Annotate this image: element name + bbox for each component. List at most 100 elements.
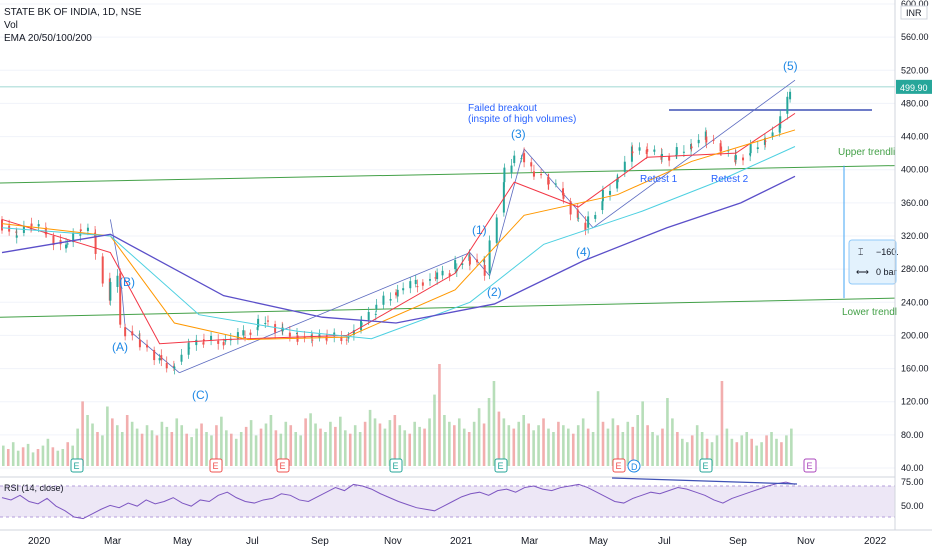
volume-bar <box>339 416 342 466</box>
candle-body <box>454 260 457 270</box>
candle-body <box>414 279 417 285</box>
candle-body <box>160 355 163 361</box>
volume-bar <box>269 415 273 466</box>
candle-body <box>569 201 572 215</box>
upper-trendline <box>0 165 896 184</box>
candle-body <box>345 339 348 341</box>
volume-bar <box>586 428 590 466</box>
rsi-label: RSI (14, close) <box>4 483 64 493</box>
volume-bar <box>497 411 501 466</box>
candle-body <box>554 183 557 185</box>
rsi-tick-50: 50.00 <box>901 501 924 511</box>
price-tick-label: 200.00 <box>901 330 929 340</box>
volume-bar <box>185 433 188 466</box>
volume-bar <box>398 425 402 466</box>
wave-line <box>179 79 796 374</box>
volume-bar <box>710 442 714 466</box>
time-tick-label: May <box>173 536 192 547</box>
volume-bar <box>780 442 783 466</box>
volume-bar <box>135 428 139 466</box>
candle-body <box>1 219 3 231</box>
candle-body <box>749 153 752 156</box>
volume-bar <box>730 438 734 466</box>
candle-body <box>661 153 664 158</box>
annotation-B: (B) <box>119 275 135 289</box>
volume-bar <box>581 418 585 466</box>
ema-line-ema-20 <box>1 112 796 345</box>
volume-bar <box>705 438 709 466</box>
symbol-title: STATE BK OF INDIA, 1D, NSE <box>4 7 142 18</box>
volume-bar <box>145 425 149 466</box>
volume-bar <box>229 433 233 466</box>
volume-bar <box>215 425 218 466</box>
volume-bar <box>646 425 649 466</box>
candle-body <box>601 189 604 202</box>
earnings-marker-label: E <box>703 461 709 471</box>
volume-bar <box>41 445 45 466</box>
candle-body <box>587 216 590 228</box>
candle-body <box>682 151 685 153</box>
volume-bar <box>725 428 729 466</box>
rsi-line <box>1 481 796 520</box>
volume-bar <box>91 423 94 466</box>
candle-body <box>771 132 774 137</box>
currency-label: INR <box>906 8 922 18</box>
volume-bar <box>160 421 164 466</box>
rsi-band <box>0 486 895 517</box>
candle-body <box>734 155 737 160</box>
candle-body <box>646 149 649 152</box>
candle-body <box>360 322 363 326</box>
last-price-value: 499.90 <box>900 83 928 93</box>
candle-body <box>562 192 565 199</box>
volume-bar <box>309 413 312 466</box>
volume-bar <box>115 425 119 466</box>
candle-body <box>195 339 198 346</box>
candle-body <box>756 147 759 149</box>
volume-bar <box>626 421 630 466</box>
candle-body <box>187 342 190 355</box>
candle-body <box>236 332 239 339</box>
candle-body <box>638 147 641 151</box>
candle-body <box>202 342 205 345</box>
annotation-failed: Failed breakout <box>468 103 537 114</box>
candle-body <box>352 330 355 335</box>
volume-bar <box>383 428 387 466</box>
volume-bar <box>56 450 60 466</box>
candle-body <box>645 149 648 154</box>
candle-body <box>79 234 82 236</box>
price-tick-label: 240.00 <box>901 297 929 307</box>
volume-bar <box>244 426 248 466</box>
volume-bar <box>413 421 416 466</box>
candle-body <box>675 147 678 155</box>
candle-body <box>325 336 328 341</box>
candle-body <box>764 140 767 142</box>
volume-bar <box>393 415 397 466</box>
annotation-w4: (4) <box>576 245 591 259</box>
volume-bar <box>120 432 124 466</box>
volume-bar <box>150 430 154 466</box>
candle-body <box>146 344 149 348</box>
volume-bar <box>671 418 674 466</box>
candle-body <box>347 337 350 339</box>
volume-bar <box>522 415 526 466</box>
volume-bar <box>388 420 392 466</box>
volume-bar <box>770 432 773 466</box>
price-tick-label: 360.00 <box>901 198 929 208</box>
candle-body <box>720 146 723 151</box>
time-tick-label: Sep <box>729 536 747 547</box>
volume-bar <box>195 428 198 466</box>
volume-bar <box>170 432 174 466</box>
price-tick-label: 440.00 <box>901 132 929 142</box>
measure-bars-icon: ⟷ <box>856 267 869 277</box>
candle-body <box>428 279 431 281</box>
volume-bar <box>487 398 491 466</box>
volume-bar <box>46 438 50 466</box>
candle-body <box>495 217 498 243</box>
volume-bar <box>621 432 625 466</box>
volume-bar <box>274 430 278 466</box>
volume-bar <box>571 433 575 466</box>
candle-body <box>153 349 156 361</box>
volume-bar <box>111 418 114 466</box>
earnings-marker <box>389 458 403 473</box>
